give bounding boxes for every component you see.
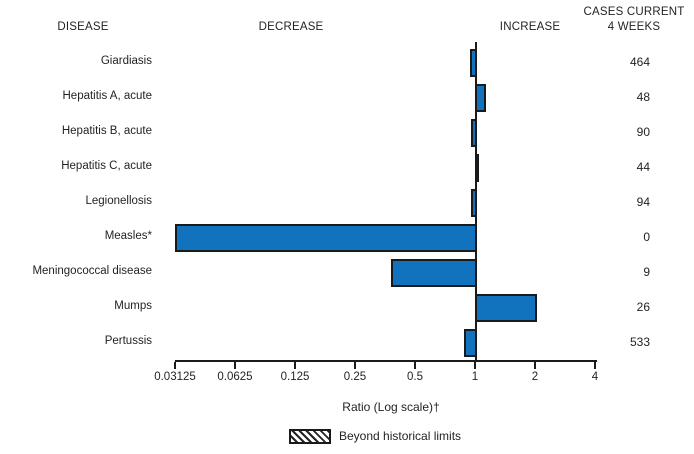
- x-axis-tick: [534, 362, 536, 369]
- ratio-bar: [475, 294, 538, 322]
- x-axis-tick: [354, 362, 356, 369]
- disease-label: Hepatitis C, acute: [61, 160, 152, 172]
- x-axis-line: [175, 360, 597, 362]
- ratio-bar: [475, 154, 479, 182]
- ratio-bar: [463, 329, 477, 357]
- x-axis-tick: [234, 362, 236, 369]
- x-axis-label: Ratio (Log scale)†: [342, 400, 440, 414]
- column-header-decrease: DECREASE: [258, 21, 324, 33]
- disease-label: Mumps: [114, 300, 152, 312]
- disease-label: Legionellosis: [85, 195, 153, 207]
- x-axis-tick: [474, 362, 476, 369]
- legend-label: Beyond historical limits: [339, 429, 462, 443]
- ratio-bar: [391, 259, 477, 287]
- cases-value: 94: [636, 195, 650, 209]
- cases-value: 90: [636, 125, 650, 139]
- cases-value: 9: [643, 265, 650, 279]
- cases-value: 0: [643, 230, 650, 244]
- hatch-swatch-icon: [289, 429, 331, 444]
- x-axis-tick-label: 4: [591, 371, 599, 383]
- column-header-disease: DISEASE: [57, 21, 109, 33]
- x-axis-tick-label: 1: [471, 371, 479, 383]
- x-axis-tick: [174, 362, 176, 369]
- x-axis-tick: [414, 362, 416, 369]
- x-axis-tick-label: 2: [531, 371, 539, 383]
- disease-label: Measles*: [104, 230, 152, 242]
- ratio-bar: [175, 224, 477, 252]
- column-header-cases-line2: 4 WEEKS: [607, 21, 661, 33]
- disease-label: Meningococcal disease: [32, 265, 152, 277]
- x-axis-tick-label: 0.125: [280, 371, 310, 383]
- ratio-bar: [475, 84, 487, 112]
- cases-value: 44: [636, 160, 650, 174]
- x-axis-tick: [594, 362, 596, 369]
- cases-value: 464: [629, 55, 650, 69]
- ratio-bar: [471, 119, 477, 147]
- x-axis-tick-label: 0.03125: [154, 371, 196, 383]
- ratio-bar: [471, 189, 477, 217]
- column-header-cases: CASES CURRENT 4 WEEKS: [578, 5, 690, 35]
- x-axis-tick-label: 0.0625: [217, 371, 253, 383]
- disease-label: Hepatitis B, acute: [61, 125, 152, 137]
- x-axis-tick: [294, 362, 296, 369]
- disease-label: Hepatitis A, acute: [62, 90, 153, 102]
- column-header-increase: INCREASE: [499, 21, 561, 33]
- ratio-bar: [469, 49, 477, 77]
- disease-label: Pertussis: [104, 335, 152, 347]
- disease-label: Giardiasis: [100, 55, 152, 67]
- x-axis-tick-label: 0.5: [407, 371, 423, 383]
- cases-value: 48: [636, 90, 650, 104]
- column-header-cases-line1: CASES CURRENT: [583, 6, 685, 18]
- x-axis-tick-label: 0.25: [343, 371, 367, 383]
- cases-value: 26: [636, 300, 650, 314]
- cases-value: 533: [629, 335, 650, 349]
